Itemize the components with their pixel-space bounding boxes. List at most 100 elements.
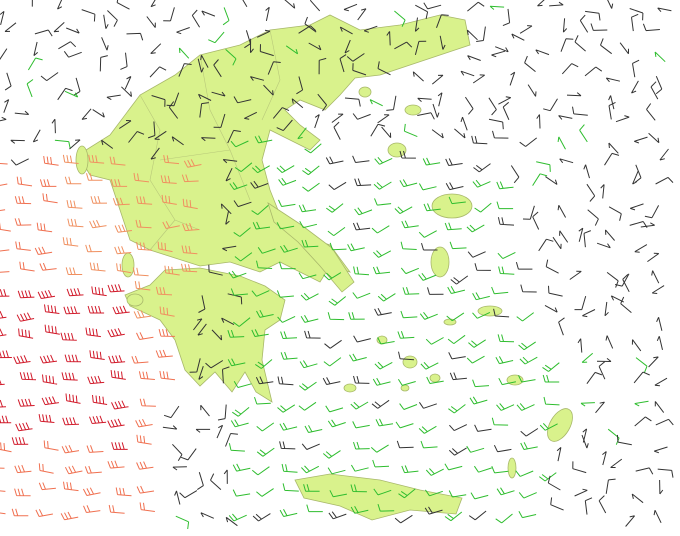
wind-barb xyxy=(659,479,664,495)
wind-barb xyxy=(495,356,514,365)
wind-barb xyxy=(318,57,327,75)
wind-barb xyxy=(107,328,125,338)
wind-barb xyxy=(259,44,274,57)
wind-barb xyxy=(399,150,416,159)
wind-barb xyxy=(444,463,463,471)
wind-barb xyxy=(136,241,153,251)
wind-barb xyxy=(87,305,105,314)
wind-barb xyxy=(423,2,442,10)
wind-barb xyxy=(427,287,444,295)
wind-barb xyxy=(168,101,179,119)
wind-barb xyxy=(586,371,603,384)
wind-barb xyxy=(581,434,589,449)
wind-barb xyxy=(66,288,84,297)
wind-barb xyxy=(350,401,369,410)
wind-barb xyxy=(495,46,509,53)
wind-barb xyxy=(279,244,298,253)
wind-barb xyxy=(116,263,132,274)
peloponnese xyxy=(124,267,286,403)
wind-barb xyxy=(634,136,648,144)
wind-barb xyxy=(277,376,294,386)
wind-barb xyxy=(19,261,35,272)
wind-barb xyxy=(472,379,490,388)
wind-barb xyxy=(44,304,60,314)
wind-barb xyxy=(108,355,126,364)
wind-barb xyxy=(213,113,226,128)
wind-barb xyxy=(466,224,485,233)
wind-barb xyxy=(160,175,177,184)
wind-barb xyxy=(574,35,586,52)
wind-barb xyxy=(327,419,346,428)
wind-barb xyxy=(201,137,216,142)
wind-barb xyxy=(371,399,390,409)
wind-barb xyxy=(53,22,65,33)
wind-barb xyxy=(325,156,344,165)
wind-barb xyxy=(584,66,603,77)
wind-barb xyxy=(282,483,299,492)
lemnos xyxy=(387,142,407,158)
wind-barb xyxy=(322,450,341,459)
wind-barb xyxy=(222,245,237,252)
wind-barb xyxy=(560,38,574,52)
wind-barb xyxy=(197,58,204,73)
wind-barb xyxy=(572,106,588,116)
wind-barb xyxy=(81,108,92,120)
wind-barb xyxy=(520,284,537,293)
wind-barb xyxy=(328,296,347,306)
wind-barb xyxy=(44,324,60,335)
wind-barb xyxy=(278,199,296,207)
wind-barb xyxy=(227,329,245,338)
corfu xyxy=(75,145,89,175)
wind-barb xyxy=(63,51,82,58)
wind-barb xyxy=(135,418,153,428)
wind-barb xyxy=(644,205,660,219)
wind-barb xyxy=(329,242,347,251)
wind-barb xyxy=(363,25,378,33)
wind-barb xyxy=(532,173,548,186)
wind-barb xyxy=(631,80,639,94)
wind-barb xyxy=(92,394,108,405)
wind-barb xyxy=(542,362,560,372)
wind-barb xyxy=(448,404,466,414)
wind-barb xyxy=(189,358,201,373)
wind-barb xyxy=(110,370,126,380)
wind-barb xyxy=(162,221,180,229)
wind-barb xyxy=(545,259,559,274)
wind-barb xyxy=(605,77,621,83)
wind-barb xyxy=(199,102,209,118)
wind-barb xyxy=(635,357,648,374)
wind-barb xyxy=(511,33,525,41)
wind-barb xyxy=(300,292,319,301)
wind-barb xyxy=(642,23,660,32)
wind-barb xyxy=(61,444,80,454)
wind-barb xyxy=(580,402,595,407)
wind-barb xyxy=(14,464,32,474)
wind-barb xyxy=(634,416,652,427)
wind-barb xyxy=(548,285,563,297)
wind-barb xyxy=(654,446,668,454)
wind-barb xyxy=(372,266,391,275)
wind-barb xyxy=(175,515,190,530)
wind-barb xyxy=(201,10,216,17)
wind-barb xyxy=(491,417,509,426)
wind-barb xyxy=(518,492,537,499)
wind-barb xyxy=(398,488,416,499)
wind-barb xyxy=(151,95,166,107)
wind-barb xyxy=(136,485,155,494)
wind-barb xyxy=(562,18,568,33)
wind-barb xyxy=(374,198,392,206)
wind-barb xyxy=(251,329,269,337)
wind-barb xyxy=(65,267,83,275)
karpathos xyxy=(507,457,517,479)
wind-barb xyxy=(242,0,248,8)
wind-barb xyxy=(585,10,601,21)
wind-barb xyxy=(109,156,126,166)
wind-barb xyxy=(162,425,178,430)
wind-barb xyxy=(16,312,35,322)
wind-barb xyxy=(89,350,105,360)
wind-barb xyxy=(516,403,535,411)
wind-barb xyxy=(412,71,424,82)
wind-barb xyxy=(350,505,369,514)
wind-barb xyxy=(256,422,275,432)
wind-barb xyxy=(596,242,611,249)
